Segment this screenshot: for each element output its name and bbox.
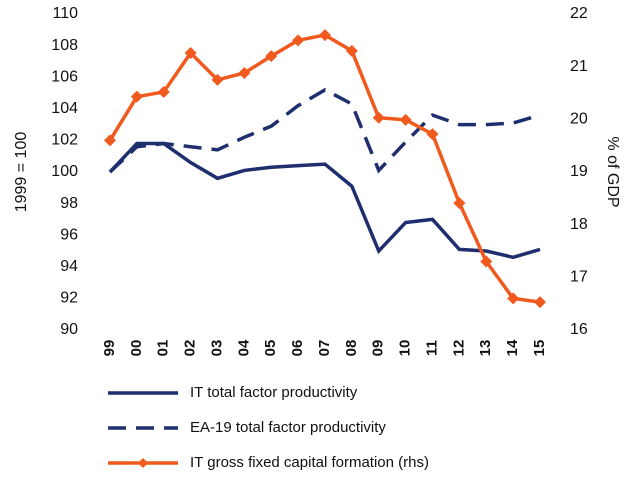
y-tick-label: 96 (60, 226, 78, 243)
marker (319, 29, 331, 42)
marker (426, 128, 439, 141)
y2-tick-label: 22 (570, 5, 588, 22)
marker (453, 197, 466, 210)
marker (534, 296, 546, 309)
legend-label: IT gross fixed capital formation (rhs) (190, 454, 429, 471)
y-tick-label: 108 (51, 37, 78, 54)
y2-axis-label: % of GDP (604, 136, 621, 207)
y2-tick-label: 16 (570, 321, 588, 338)
x-tick-label: 99 (101, 340, 118, 357)
marker (184, 46, 197, 59)
y-tick-label: 92 (60, 290, 78, 307)
y2-tick-label: 19 (570, 163, 588, 180)
marker (104, 134, 116, 147)
marker (372, 111, 385, 124)
legend-label: EA-19 total factor productivity (190, 419, 386, 436)
x-tick-label: 14 (504, 339, 521, 356)
marker (480, 255, 493, 268)
y-tick-label: 104 (51, 100, 78, 117)
x-tick-label: 13 (477, 340, 494, 357)
y-tick-label: 110 (52, 5, 78, 22)
marker (130, 90, 143, 103)
x-tick-label: 02 (182, 340, 199, 357)
y-tick-label: 94 (60, 258, 78, 275)
marker (157, 85, 170, 98)
x-tick-label: 15 (531, 340, 548, 357)
marker (238, 66, 251, 79)
x-tick-label: 04 (235, 339, 252, 356)
y2-tick-label: 21 (570, 58, 588, 75)
legend-label: IT total factor productivity (190, 384, 358, 401)
marker (292, 34, 305, 47)
x-tick-label: 09 (370, 340, 387, 357)
x-tick-label: 05 (262, 340, 279, 357)
series-line (108, 87, 541, 174)
x-tick-label: 00 (128, 340, 145, 357)
x-tick-label: 10 (397, 340, 414, 357)
y2-tick-label: 17 (570, 269, 588, 286)
x-tick-label: 03 (208, 340, 225, 357)
x-tick-label: 01 (155, 340, 172, 357)
y-tick-label: 100 (51, 163, 78, 180)
y-tick-label: 102 (51, 132, 78, 149)
y-tick-label: 90 (60, 321, 78, 338)
x-tick-label: 12 (450, 340, 467, 357)
marker (211, 73, 224, 86)
x-tick-label: 07 (316, 340, 333, 357)
marker (399, 113, 412, 126)
legend-marker (138, 458, 148, 468)
y-tick-label: 106 (51, 68, 78, 85)
marker (345, 44, 358, 57)
series-line (108, 141, 541, 260)
x-tick-label: 08 (343, 340, 360, 357)
x-tick-label: 11 (423, 340, 440, 356)
y2-tick-label: 20 (570, 111, 588, 128)
marker (265, 50, 278, 63)
y-tick-label: 98 (60, 195, 78, 212)
marker (507, 292, 520, 305)
y-axis-label: 1999 = 100 (13, 132, 30, 213)
series-line (108, 33, 541, 304)
y2-tick-label: 18 (570, 216, 588, 233)
x-tick-label: 06 (289, 340, 306, 357)
